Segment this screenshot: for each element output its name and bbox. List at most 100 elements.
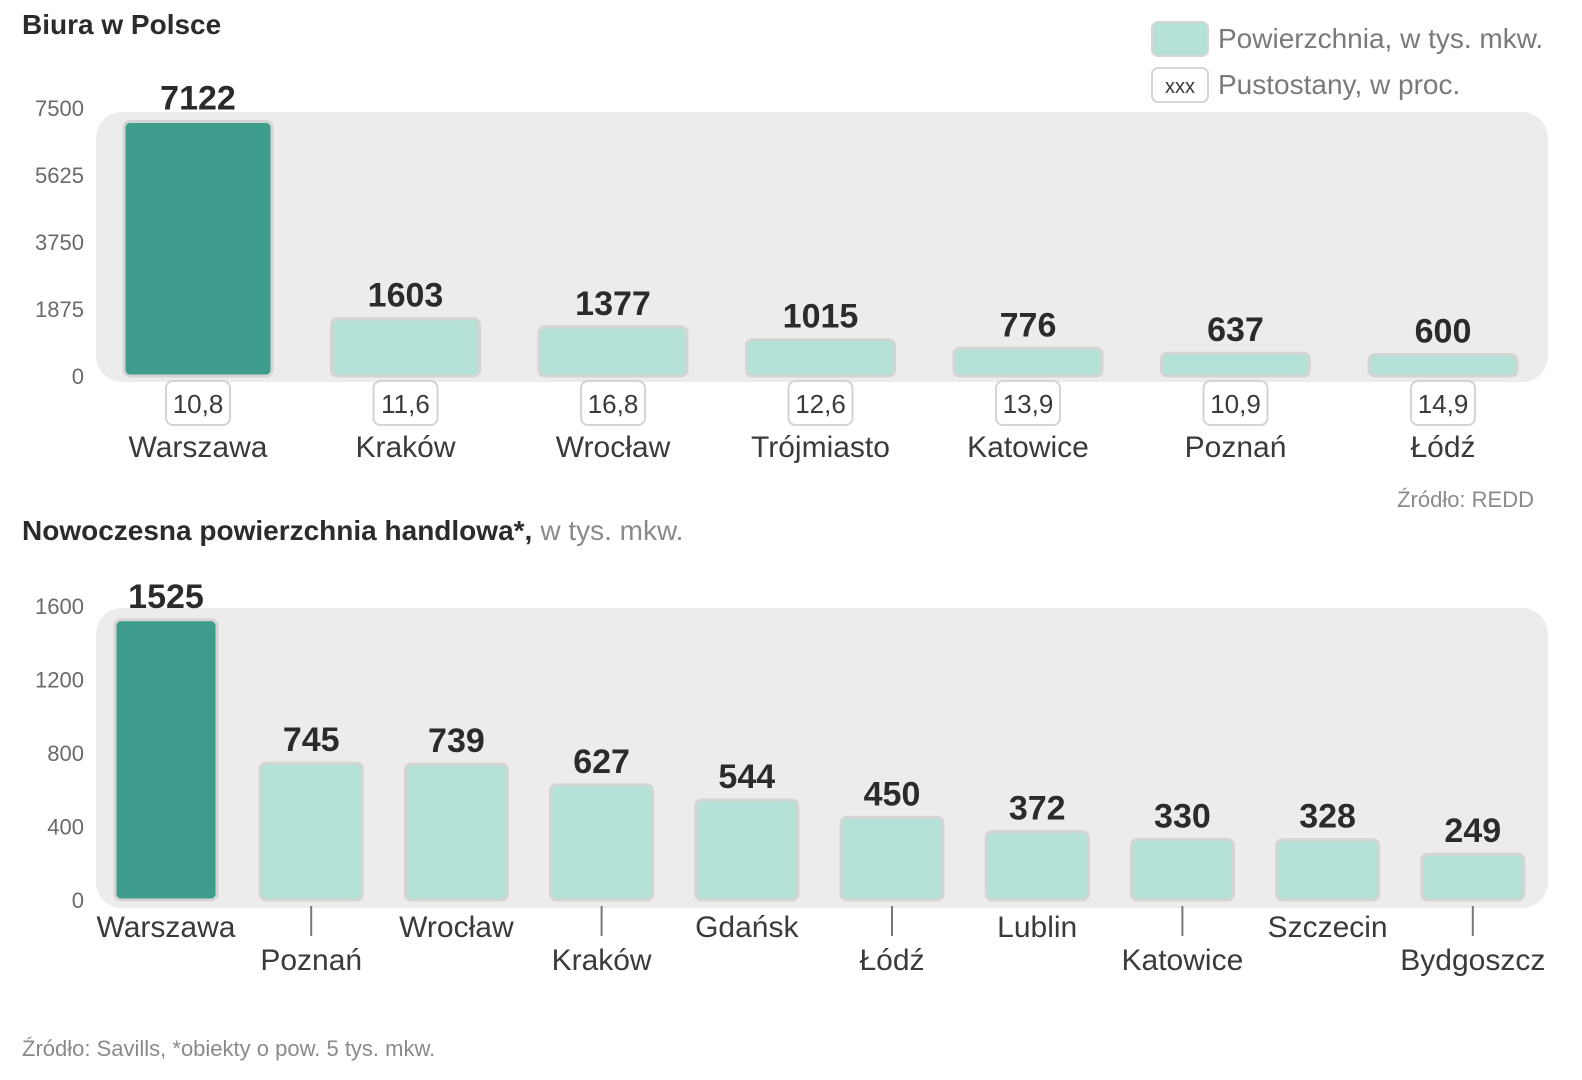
retail-group-bydgoszcz: 249 Bydgoszcz bbox=[1400, 812, 1545, 977]
retail-bars: 1525 Warszawa 745 Poznań 739 Wrocław 627 Kraków… bbox=[97, 578, 1546, 977]
retail-value-label: 544 bbox=[718, 758, 775, 796]
retail-bar bbox=[1420, 852, 1526, 902]
vacancy-label: 10,9 bbox=[1210, 389, 1261, 419]
y-tick-label: 0 bbox=[72, 364, 84, 389]
vacancy-box bbox=[1202, 380, 1269, 426]
retail-group-gdansk: 544 Gdańsk bbox=[694, 758, 800, 944]
legend-vacancy-swatch bbox=[1151, 67, 1209, 103]
office-bar bbox=[330, 317, 481, 378]
office-group-lodz: 600 14,9 Łódź bbox=[1367, 313, 1519, 464]
retail-value-label: 249 bbox=[1444, 812, 1501, 850]
legend-area-swatch bbox=[1151, 21, 1209, 57]
retail-chart-unit: w tys. mkw. bbox=[539, 515, 683, 546]
retail-bar bbox=[113, 618, 219, 902]
vacancy-box bbox=[580, 380, 646, 426]
office-group-wroclaw: 1377 16,8 Wrocław bbox=[537, 285, 689, 464]
office-category-label: Trójmiasto bbox=[751, 431, 890, 464]
retail-chart-title-line: Nowoczesna powierzchnia handlowa*, w tys.… bbox=[22, 515, 683, 546]
office-value-label: 7122 bbox=[160, 80, 236, 118]
office-group-warszawa: 7122 10,8 Warszawa bbox=[122, 80, 274, 464]
retail-value-label: 328 bbox=[1299, 798, 1356, 836]
office-bar bbox=[537, 325, 689, 378]
office-category-label: Warszawa bbox=[129, 431, 268, 464]
office-value-label: 637 bbox=[1207, 311, 1264, 349]
retail-value-label: 745 bbox=[283, 721, 340, 759]
retail-group-wroclaw: 739 Wrocław bbox=[399, 722, 514, 944]
retail-value-label: 627 bbox=[573, 743, 630, 781]
retail-group-szczecin: 328 Szczecin bbox=[1268, 798, 1388, 944]
retail-chart: Nowoczesna powierzchnia handlowa*, w tys.… bbox=[22, 515, 1548, 1061]
retail-category-label: Szczecin bbox=[1268, 911, 1388, 944]
y-tick-label: 7500 bbox=[35, 96, 84, 121]
office-chart-panel bbox=[96, 112, 1548, 382]
office-chart: Biura w Polsce Powierzchnia, w tys. mkw.… bbox=[22, 9, 1548, 512]
retail-bar bbox=[694, 798, 800, 902]
legend-area-label: Powierzchnia, w tys. mkw. bbox=[1218, 23, 1543, 54]
office-bar bbox=[745, 338, 896, 378]
office-group-katowice: 776 13,9 Katowice bbox=[952, 306, 1104, 464]
retail-group-warszawa: 1525 Warszawa bbox=[97, 578, 236, 944]
office-group-trojmiasto: 1015 12,6 Trójmiasto bbox=[745, 298, 896, 464]
vacancy-box bbox=[165, 380, 231, 426]
y-tick-label: 400 bbox=[47, 815, 84, 840]
retail-group-katowice: 330 Katowice bbox=[1122, 797, 1244, 977]
retail-group-lodz: 450 Łódź bbox=[839, 775, 945, 977]
office-bars: 7122 10,8 Warszawa 1603 11,6 Kraków 1377 16,8 Wr… bbox=[122, 80, 1519, 464]
office-category-label: Wrocław bbox=[556, 431, 671, 464]
office-value-label: 1377 bbox=[575, 285, 651, 323]
retail-bar bbox=[839, 815, 945, 902]
y-tick-label: 800 bbox=[47, 741, 84, 766]
y-tick-label: 1200 bbox=[35, 668, 84, 693]
vacancy-label: 16,8 bbox=[588, 389, 639, 419]
vacancy-box bbox=[372, 380, 439, 426]
office-bar bbox=[952, 346, 1104, 378]
office-category-label: Poznań bbox=[1185, 431, 1287, 464]
y-tick-label: 0 bbox=[72, 888, 84, 913]
vacancy-box bbox=[787, 380, 854, 426]
y-tick-label: 3750 bbox=[35, 230, 84, 255]
retail-chart-title: Nowoczesna powierzchnia handlowa*, bbox=[22, 515, 532, 546]
retail-bar bbox=[258, 761, 364, 902]
office-value-label: 600 bbox=[1415, 313, 1472, 351]
vacancy-label: 10,8 bbox=[173, 389, 224, 419]
retail-bar bbox=[403, 762, 509, 902]
office-group-poznan: 637 10,9 Poznań bbox=[1160, 311, 1311, 464]
retail-category-label: Warszawa bbox=[97, 911, 236, 944]
office-bar bbox=[1367, 353, 1519, 378]
y-tick-label: 1875 bbox=[35, 297, 84, 322]
retail-category-label: Bydgoszcz bbox=[1400, 944, 1545, 977]
office-category-label: Katowice bbox=[967, 431, 1089, 464]
retail-category-label: Poznań bbox=[260, 944, 362, 977]
legend: Powierzchnia, w tys. mkw. xxx Pustostany… bbox=[1151, 21, 1543, 103]
vacancy-box bbox=[1410, 380, 1476, 426]
retail-group-lublin: 372 Lublin bbox=[984, 790, 1090, 944]
vacancy-label: 13,9 bbox=[1003, 389, 1054, 419]
office-category-label: Kraków bbox=[355, 431, 455, 464]
office-bar bbox=[1160, 351, 1311, 378]
retail-category-label: Katowice bbox=[1122, 944, 1244, 977]
legend-vacancy-symbol: xxx bbox=[1165, 76, 1195, 98]
retail-value-label: 739 bbox=[428, 722, 485, 760]
retail-bar bbox=[549, 783, 655, 902]
vacancy-label: 14,9 bbox=[1418, 389, 1469, 419]
retail-group-krakow: 627 Kraków bbox=[549, 743, 655, 977]
legend-vacancy-label: Pustostany, w proc. bbox=[1218, 69, 1460, 100]
retail-bar bbox=[1129, 837, 1235, 902]
retail-category-label: Łódź bbox=[859, 944, 924, 977]
office-value-label: 776 bbox=[1000, 306, 1057, 344]
retail-value-label: 1525 bbox=[128, 578, 204, 616]
vacancy-label: 11,6 bbox=[381, 389, 430, 419]
office-chart-title: Biura w Polsce bbox=[22, 9, 221, 40]
retail-category-label: Gdańsk bbox=[695, 911, 799, 944]
retail-category-label: Lublin bbox=[997, 911, 1077, 944]
office-y-axis: 0 1875 3750 5625 7500 bbox=[35, 96, 84, 389]
vacancy-label: 12,6 bbox=[795, 389, 846, 419]
retail-y-axis: 0 400 800 1200 1600 bbox=[35, 594, 84, 913]
office-group-krakow: 1603 11,6 Kraków bbox=[330, 277, 481, 464]
retail-bar bbox=[984, 830, 1090, 902]
retail-bar bbox=[1275, 838, 1381, 902]
retail-value-label: 372 bbox=[1009, 790, 1066, 828]
office-value-label: 1015 bbox=[783, 298, 859, 336]
office-category-label: Łódź bbox=[1410, 431, 1475, 464]
